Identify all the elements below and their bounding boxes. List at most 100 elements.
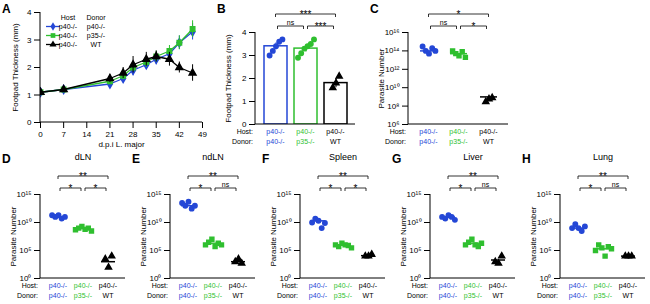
svg-text:p40-/-: p40-/- bbox=[619, 282, 638, 290]
svg-text:10¹⁴: 10¹⁴ bbox=[385, 46, 401, 55]
svg-text:p40-/-: p40-/- bbox=[309, 282, 328, 290]
svg-text:WT: WT bbox=[233, 292, 245, 299]
svg-text:p40-/-: p40-/- bbox=[59, 41, 78, 49]
svg-text:p40-/-: p40-/- bbox=[266, 128, 285, 136]
svg-text:p35-/-: p35-/- bbox=[87, 32, 106, 40]
svg-text:***: *** bbox=[300, 9, 312, 20]
svg-text:p40-/-: p40-/- bbox=[419, 138, 438, 146]
svg-text:10¹⁰: 10¹⁰ bbox=[385, 83, 400, 92]
svg-text:2: 2 bbox=[242, 74, 247, 83]
svg-text:p35-/-: p35-/- bbox=[334, 292, 353, 300]
svg-text:Donor:: Donor: bbox=[537, 292, 558, 299]
svg-text:10⁵: 10⁵ bbox=[279, 246, 291, 255]
svg-text:p35-/-: p35-/- bbox=[449, 138, 468, 146]
svg-text:14: 14 bbox=[82, 130, 91, 139]
svg-text:21: 21 bbox=[105, 130, 114, 139]
svg-text:49: 49 bbox=[198, 130, 207, 139]
svg-text:3: 3 bbox=[242, 51, 247, 60]
svg-text:10¹⁵: 10¹⁵ bbox=[537, 190, 552, 199]
svg-text:35: 35 bbox=[152, 130, 161, 139]
svg-text:*: * bbox=[457, 9, 461, 20]
svg-text:Footpad Thickness (mm): Footpad Thickness (mm) bbox=[11, 23, 20, 112]
svg-text:2: 2 bbox=[27, 63, 32, 72]
svg-text:10¹⁶: 10¹⁶ bbox=[385, 28, 400, 37]
svg-text:p35-/-: p35-/- bbox=[296, 138, 315, 146]
svg-text:ns: ns bbox=[612, 181, 620, 188]
svg-text:10⁵: 10⁵ bbox=[149, 246, 161, 255]
svg-text:p40-/-: p40-/- bbox=[439, 292, 458, 300]
svg-text:1: 1 bbox=[242, 97, 247, 106]
svg-text:10⁸: 10⁸ bbox=[387, 102, 399, 111]
svg-text:Parasite Number: Parasite Number bbox=[399, 206, 408, 266]
svg-text:10⁵: 10⁵ bbox=[409, 246, 421, 255]
svg-text:p40-/-: p40-/- bbox=[204, 282, 223, 290]
svg-text:WT: WT bbox=[103, 292, 115, 299]
svg-text:10¹⁰: 10¹⁰ bbox=[277, 218, 292, 227]
svg-text:WT: WT bbox=[623, 292, 635, 299]
svg-text:0: 0 bbox=[27, 118, 32, 127]
svg-text:**: ** bbox=[79, 171, 87, 182]
svg-text:4: 4 bbox=[242, 28, 247, 37]
svg-text:p35-/-: p35-/- bbox=[204, 292, 223, 300]
svg-text:p40-/-: p40-/- bbox=[359, 282, 378, 290]
svg-text:Parasite Number: Parasite Number bbox=[269, 206, 278, 266]
svg-text:p40-/-: p40-/- bbox=[464, 282, 483, 290]
svg-text:p40-/-: p40-/- bbox=[309, 292, 328, 300]
svg-text:ns: ns bbox=[482, 181, 490, 188]
svg-text:10¹⁰: 10¹⁰ bbox=[537, 218, 552, 227]
svg-text:Donor:: Donor: bbox=[232, 138, 253, 145]
svg-text:4: 4 bbox=[27, 8, 32, 17]
svg-text:WT: WT bbox=[330, 138, 342, 145]
svg-text:p40-/-: p40-/- bbox=[49, 282, 68, 290]
svg-text:Donor: Donor bbox=[86, 14, 106, 21]
svg-text:Host:: Host: bbox=[237, 128, 253, 135]
svg-text:10¹⁰: 10¹⁰ bbox=[17, 218, 32, 227]
svg-text:p40-/-: p40-/- bbox=[419, 128, 438, 136]
svg-text:Host:: Host: bbox=[390, 128, 406, 135]
svg-text:10¹²: 10¹² bbox=[385, 65, 400, 74]
svg-text:Host: Host bbox=[61, 14, 75, 21]
svg-text:Parasite Number: Parasite Number bbox=[139, 206, 148, 266]
svg-text:p40-/-: p40-/- bbox=[479, 128, 498, 136]
svg-text:Host:: Host: bbox=[152, 282, 168, 289]
svg-text:p40-/-: p40-/- bbox=[296, 128, 315, 136]
svg-text:10¹⁰: 10¹⁰ bbox=[407, 218, 422, 227]
svg-text:*: * bbox=[329, 183, 333, 194]
svg-text:*: * bbox=[472, 21, 476, 32]
svg-text:Donor:: Donor: bbox=[407, 292, 428, 299]
svg-text:10⁵: 10⁵ bbox=[539, 246, 551, 255]
svg-text:p40-/-: p40-/- bbox=[439, 282, 458, 290]
svg-text:10¹⁰: 10¹⁰ bbox=[147, 218, 162, 227]
svg-text:Donor:: Donor: bbox=[385, 138, 406, 145]
svg-text:p40-/-: p40-/- bbox=[569, 282, 588, 290]
svg-text:*: * bbox=[459, 183, 463, 194]
svg-text:p40-/-: p40-/- bbox=[229, 282, 248, 290]
svg-text:WT: WT bbox=[91, 41, 103, 48]
svg-text:Host:: Host: bbox=[412, 282, 428, 289]
svg-text:p35-/-: p35-/- bbox=[74, 292, 93, 300]
svg-text:10¹⁵: 10¹⁵ bbox=[277, 190, 292, 199]
svg-text:*: * bbox=[94, 183, 98, 194]
svg-text:ns: ns bbox=[287, 19, 295, 26]
svg-text:p40-/-: p40-/- bbox=[449, 128, 468, 136]
svg-text:p40-/-: p40-/- bbox=[59, 32, 78, 40]
svg-text:10¹⁵: 10¹⁵ bbox=[17, 190, 32, 199]
svg-text:p40-/-: p40-/- bbox=[99, 282, 118, 290]
svg-text:p40-/-: p40-/- bbox=[87, 23, 106, 31]
svg-text:**: ** bbox=[339, 171, 347, 182]
svg-text:p40-/-: p40-/- bbox=[59, 23, 78, 31]
svg-text:Host:: Host: bbox=[282, 282, 298, 289]
svg-text:Host:: Host: bbox=[542, 282, 558, 289]
svg-text:p40-/-: p40-/- bbox=[49, 292, 68, 300]
svg-text:p40-/-: p40-/- bbox=[594, 282, 613, 290]
svg-text:WT: WT bbox=[363, 292, 375, 299]
svg-text:p40-/-: p40-/- bbox=[179, 282, 198, 290]
svg-text:3: 3 bbox=[27, 36, 32, 45]
svg-text:p40-/-: p40-/- bbox=[179, 292, 198, 300]
svg-text:p40-/-: p40-/- bbox=[74, 282, 93, 290]
svg-text:d.p.i L. major: d.p.i L. major bbox=[98, 140, 145, 149]
svg-text:Parasite Number: Parasite Number bbox=[529, 206, 538, 266]
svg-text:p35-/-: p35-/- bbox=[464, 292, 483, 300]
svg-text:WT: WT bbox=[493, 292, 505, 299]
svg-text:10¹⁵: 10¹⁵ bbox=[147, 190, 162, 199]
